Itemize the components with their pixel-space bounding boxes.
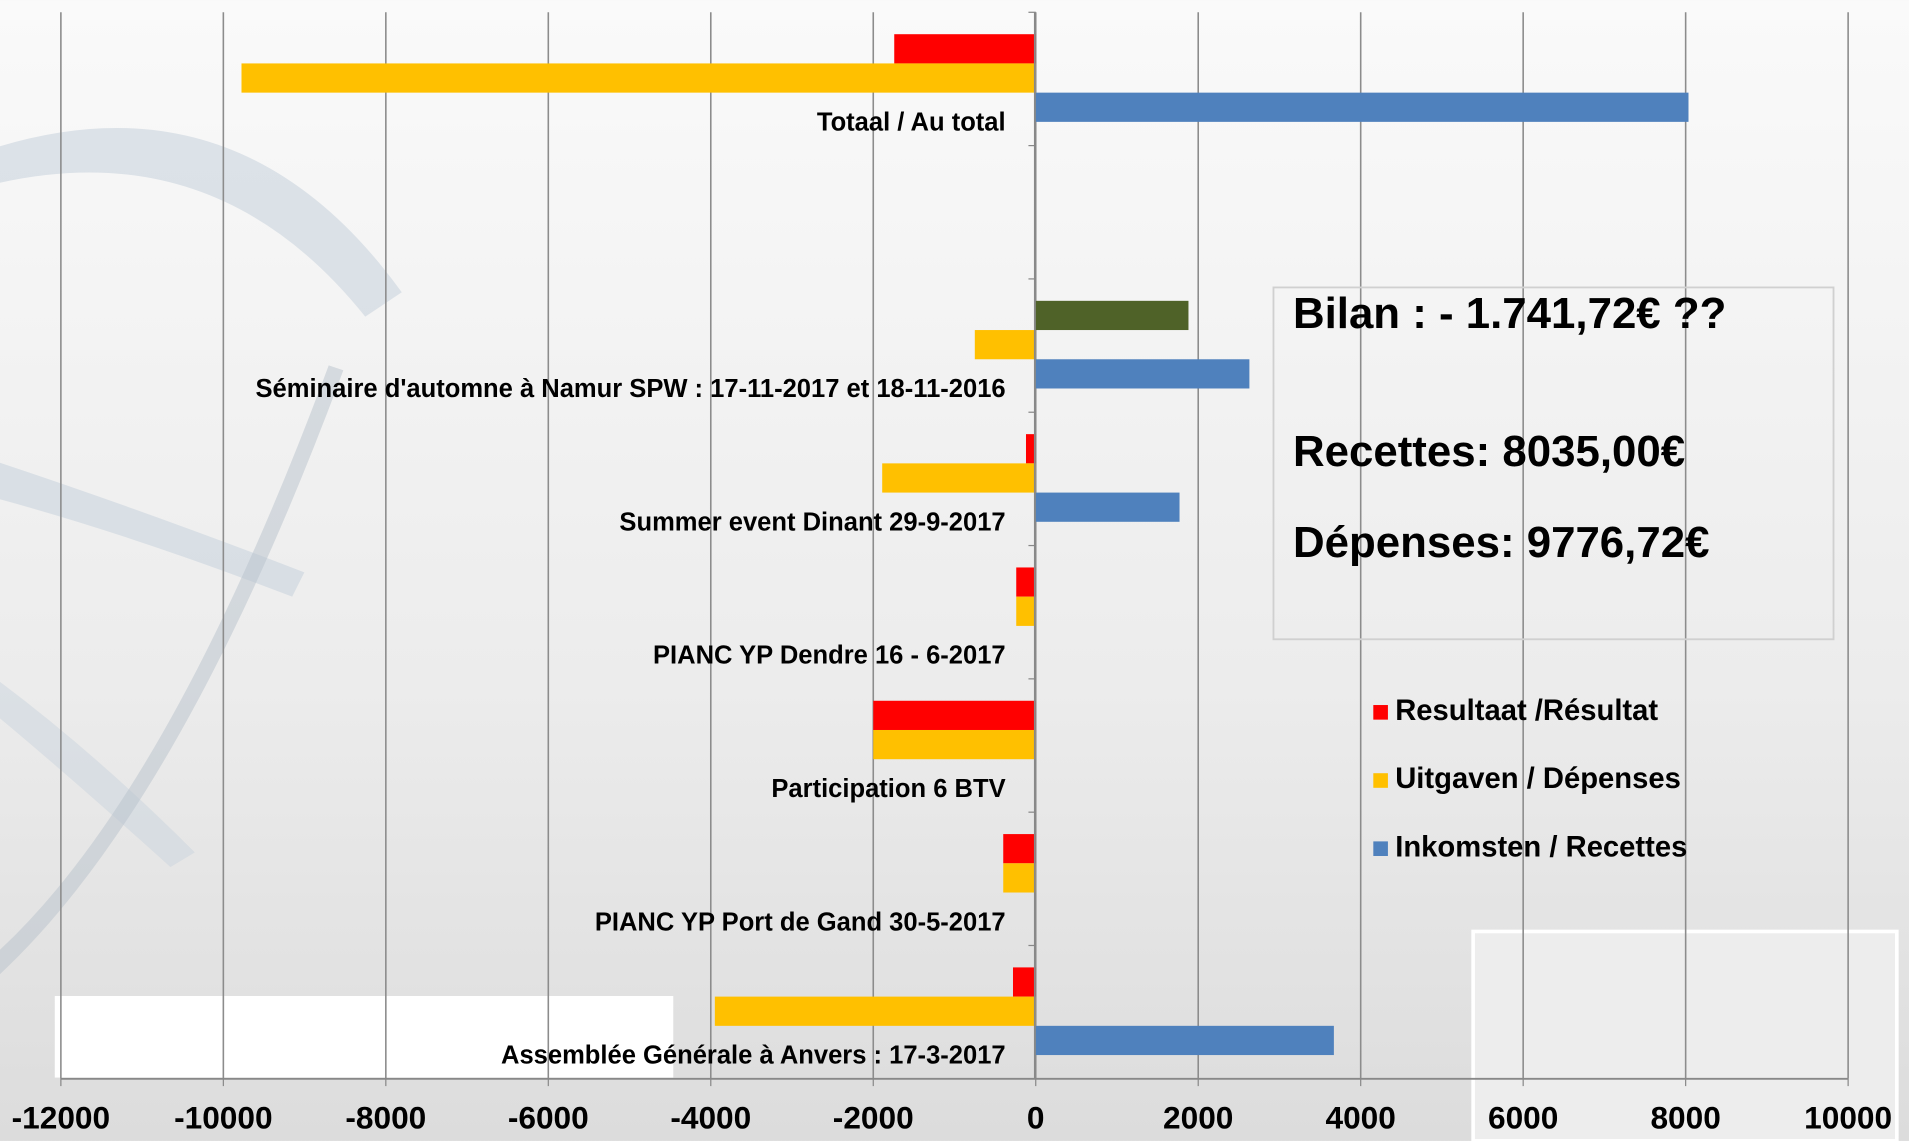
bar [241,63,1035,92]
bar [1036,493,1180,522]
category-label: PIANC YP Dendre 16 - 6-2017 [653,642,1006,670]
bar [1036,1026,1334,1055]
legend-label: Resultaat /Résultat [1395,695,1658,727]
category-label: Summer event Dinant 29-9-2017 [619,508,1005,536]
bar [1003,834,1035,863]
page: {"chart_data": { "type": "bar", "orienta… [0,0,1909,1141]
bar [975,330,1036,359]
bar [1036,93,1689,122]
bar [1003,863,1035,892]
bar [1036,359,1250,388]
x-tick-label: -10000 [174,1100,273,1136]
legend-swatch [1373,841,1388,856]
x-tick-label: -6000 [508,1100,589,1136]
x-tick-label: 10000 [1804,1100,1892,1136]
bar [715,997,1036,1026]
annotation: Bilan : - 1.741,72€ ?? [1293,289,1726,338]
category-label: Totaal / Au total [817,108,1006,136]
x-tick-label: 0 [1027,1100,1045,1136]
bar [1036,301,1189,330]
x-tick-label: -4000 [670,1100,751,1136]
legend-label: Inkomsten / Recettes [1395,831,1687,863]
chart: Bilan : - 1.741,72€ ?? Recettes: 8035,00… [0,0,1909,1141]
bar [873,701,1035,730]
legend-swatch [1373,773,1388,788]
bar [1013,967,1036,996]
x-tick-label: 6000 [1488,1100,1558,1136]
legend-label: Uitgaven / Dépenses [1395,763,1681,795]
category-label: Séminaire d'automne à Namur SPW : 17-11-… [256,375,1006,403]
x-tick-label: 2000 [1163,1100,1233,1136]
x-tick-label: 4000 [1325,1100,1395,1136]
bar [894,34,1035,63]
bar [1016,567,1035,596]
legend-swatch [1373,705,1388,720]
x-tick-label: 8000 [1650,1100,1720,1136]
bar [873,730,1035,759]
x-tick-label: -2000 [833,1100,914,1136]
x-tick-label: -8000 [345,1100,426,1136]
bar [882,463,1036,492]
category-label: PIANC YP Port de Gand 30-5-2017 [595,908,1006,936]
annotation: Recettes: 8035,00€ [1293,427,1685,476]
x-tick-label: -12000 [12,1100,111,1136]
annotation: Dépenses: 9776,72€ [1293,518,1710,567]
bar [1016,597,1035,626]
category-label: Assemblée Générale à Anvers : 17-3-2017 [501,1042,1006,1070]
category-label: Participation 6 BTV [771,775,1005,803]
